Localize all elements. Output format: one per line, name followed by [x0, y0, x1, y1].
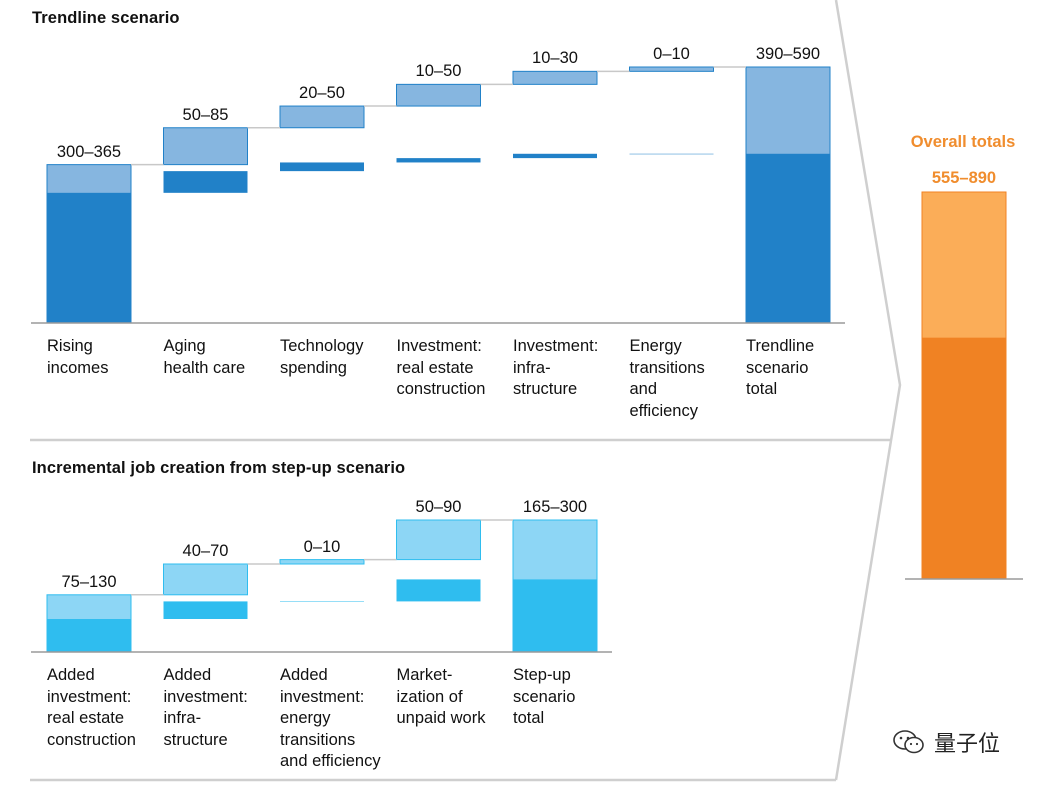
category-label-0-4: Investment: infra- structure — [513, 337, 599, 398]
panel-chevron-outline — [834, 0, 902, 781]
bar-high-0-5 — [629, 66, 714, 72]
value-label-1-2: 0–10 — [303, 537, 341, 556]
watermark-text: 量子位 — [934, 731, 1001, 756]
bar-low-0-2 — [280, 162, 364, 172]
category-label-0-5: Energy transitions and efficiency — [629, 337, 705, 420]
bar-high-1-2 — [279, 559, 365, 565]
overall-bar-low — [922, 337, 1006, 579]
bar-low-1-2 — [280, 601, 364, 602]
bar-high-1-3 — [396, 519, 481, 561]
bar-high-0-4 — [512, 70, 598, 85]
bar-high-0-2 — [279, 105, 365, 129]
category-label-1-4: Step-up scenario total — [513, 666, 576, 727]
bar-low-1-4 — [513, 579, 597, 652]
value-label-0-0: 300–365 — [56, 142, 122, 161]
bar-low-0-5 — [629, 153, 714, 155]
value-label-1-0: 75–130 — [61, 572, 117, 591]
category-label-1-3: Market- ization of unpaid work — [396, 666, 486, 727]
value-label-0-1: 50–85 — [182, 105, 229, 124]
category-label-0-0: Rising incomes — [47, 337, 109, 377]
value-label-1-3: 50–90 — [415, 498, 462, 516]
value-label-0-4: 10–30 — [532, 49, 578, 68]
bar-high-0-3 — [396, 83, 481, 107]
wechat-icon — [893, 730, 924, 754]
watermark: 量子位 — [892, 726, 1032, 758]
bar-low-1-1 — [163, 601, 248, 619]
bar-high-1-1 — [163, 563, 248, 596]
stepup-title: Incremental job creation from step-up sc… — [32, 459, 406, 477]
bar-low-0-4 — [513, 153, 597, 159]
category-label-0-1: Aging health care — [163, 337, 246, 377]
category-label-1-0: Added investment: real estate constructi… — [47, 666, 136, 749]
bar-low-0-1 — [163, 171, 248, 193]
category-label-1-2: Added investment: energy transitions and… — [280, 666, 381, 770]
trendline-title: Trendline scenario — [32, 9, 180, 27]
bar-low-0-3 — [396, 158, 481, 163]
overall-totals-title: Overall totals — [910, 133, 1016, 151]
bar-low-1-0 — [47, 619, 131, 652]
bar-low-0-0 — [47, 192, 131, 323]
value-label-1-1: 40–70 — [182, 542, 229, 560]
value-label-1-4: 165–300 — [522, 498, 588, 516]
value-label-0-6: 390–590 — [755, 45, 821, 63]
bar-low-1-3 — [396, 579, 481, 602]
value-label-0-2: 20–50 — [299, 84, 345, 103]
category-label-0-3: Investment: real estate construction — [396, 337, 486, 398]
value-label-0-5: 0–10 — [653, 45, 690, 63]
category-label-0-6: Trendline scenario total — [746, 337, 815, 398]
overall-totals-value: 555–890 — [931, 169, 997, 187]
category-label-1-1: Added investment: infra- structure — [163, 666, 248, 749]
value-label-0-3: 10–50 — [415, 62, 462, 81]
category-label-0-2: Technology spending — [280, 337, 364, 377]
bar-high-0-1 — [163, 127, 248, 166]
bar-low-0-6 — [746, 153, 830, 323]
